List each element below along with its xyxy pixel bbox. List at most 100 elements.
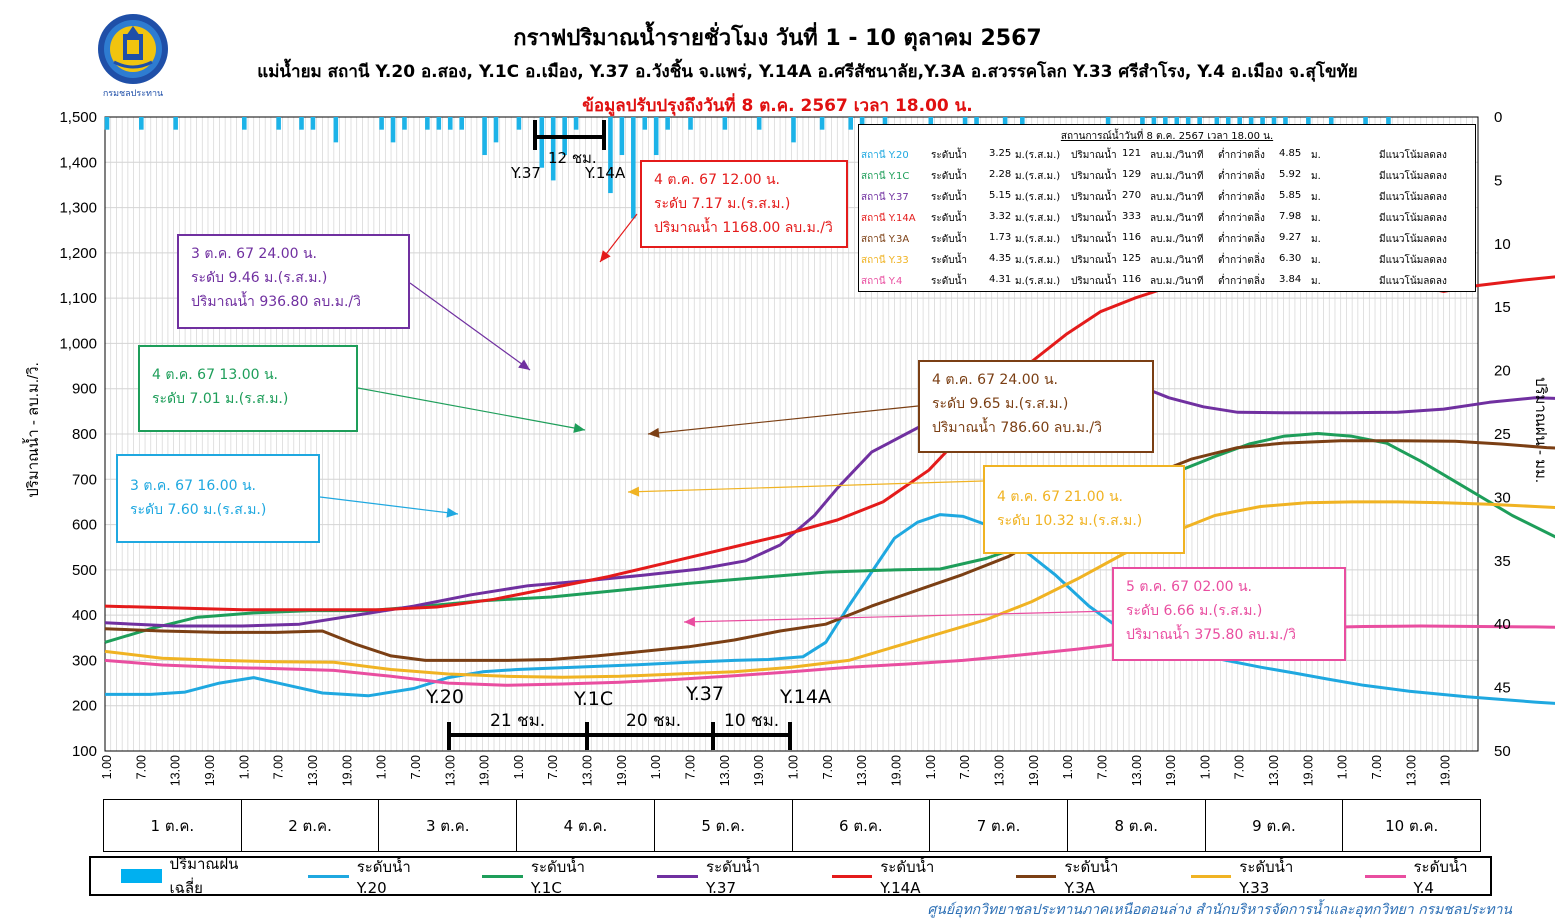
travel-time-markers (447, 120, 792, 750)
legend-line-swatch (482, 874, 523, 878)
x-tick-label: 19.00 (1301, 755, 1315, 786)
chart-title: กราฟปริมาณน้ำรายชั่วโมง วันที่ 1 - 10 ตุ… (513, 26, 1042, 51)
status-cell-station: สถานี Y.37 (861, 192, 909, 203)
x-tick-label: 1.00 (649, 755, 663, 779)
day-row: 1 ต.ค. 2 ต.ค. 3 ต.ค. 4 ต.ค. 5 ต.ค. 6 ต.ค. 7 ต.… (103, 799, 1481, 852)
status-cell-flow-unit: ลบ.ม./วินาที (1150, 234, 1204, 245)
rain-bar (242, 117, 247, 130)
day-label: 6 ต.ค. (793, 800, 931, 851)
rain-bar (882, 117, 888, 130)
annotation-line: 5 ต.ค. 67 02.00 น. (1126, 579, 1252, 595)
legend-line-swatch (308, 874, 349, 878)
logo-caption: กรมชลประทาน (102, 89, 164, 99)
x-tick-label: 1.00 (1061, 755, 1075, 779)
status-cell-level: 4.35 (989, 253, 1012, 264)
status-row: สถานี Y.14A ระดับน้ำ 3.32 ม.(ร.ส.ม.) ปริมาณน… (859, 211, 1475, 232)
status-table: สถานการณ์น้ำวันที่ 8 ต.ค. 2567 เวลา 18.0… (858, 124, 1476, 292)
annotation-line: ระดับ 7.01 ม.(ร.ส.ม.) (152, 391, 289, 407)
y2-tick-label: 20 (1494, 363, 1511, 380)
annotation-arrows (319, 213, 1113, 627)
day-label: 5 ต.ค. (655, 800, 793, 851)
legend-item: ระดับน้ำ Y.1C (482, 855, 617, 897)
annotation-y20: 3 ต.ค. 67 16.00 น. ระดับ 7.60 ม.(ร.ส.ม.) (116, 454, 320, 543)
status-cell-trend: มีแนวโน้มลดลง (1379, 171, 1447, 182)
y-tick-label: 900 (72, 381, 97, 398)
annotation-arrow-line (647, 405, 919, 435)
legend-line-swatch (1190, 874, 1232, 878)
legend-line-swatch (831, 874, 873, 878)
status-cell-level-unit: ม.(ร.ส.ม.) (1015, 192, 1061, 203)
rain-bar (756, 117, 762, 130)
annotation-y37: 3 ต.ค. 67 24.00 น. ระดับ 9.46 ม.(ร.ส.ม.)… (177, 234, 410, 329)
status-cell-level-unit: ม.(ร.ส.ม.) (1015, 150, 1061, 161)
series-line (104, 500, 1555, 679)
rid-logo: กรมชลประทาน (96, 12, 170, 100)
status-cell-flow: 116 (1122, 232, 1142, 243)
legend-label: ระดับน้ำ Y.3A (1064, 858, 1119, 897)
x-tick-label: 1.00 (237, 755, 251, 779)
legend-label: ระดับน้ำ Y.4 (1413, 858, 1468, 897)
status-row: สถานี Y.33 ระดับน้ำ 4.35 ม.(ร.ส.ม.) ปริมาณน้… (859, 253, 1475, 274)
x-tick-label: 13.00 (1267, 755, 1281, 786)
rain-bar (333, 117, 339, 143)
annotation-line: ระดับ 6.66 ม.(ร.ส.ม.) (1126, 603, 1263, 619)
status-cell-flow-label: ปริมาณน้ำ (1071, 255, 1117, 266)
y-axis-label: ปริมาณน้ำ - ลบ.ม./วิ. (22, 362, 42, 498)
rain-bar (1002, 117, 1008, 130)
legend-item: ระดับน้ำ Y.14A (831, 855, 976, 897)
legend: ปริมาณฝนเฉลี่ย ระดับน้ำ Y.20 ระดับน้ำ Y.1C… (89, 855, 1492, 897)
rain-bar (665, 117, 670, 130)
rain-bar (573, 117, 579, 130)
legend-item: ปริมาณฝนเฉลี่ย (121, 852, 268, 900)
status-row: สถานี Y.37 ระดับน้ำ 5.15 ม.(ร.ส.ม.) ปริมาณน้… (859, 190, 1475, 211)
x-tick-label: 13.00 (169, 755, 183, 786)
legend-line-swatch (1015, 874, 1057, 878)
annotation-line: ปริมาณน้ำ 375.80 ลบ.ม./วิ (1126, 627, 1296, 643)
annotation-arrow-line (409, 282, 531, 371)
rain-bar (550, 117, 556, 181)
status-cell-bank: 6.30 (1279, 253, 1302, 264)
status-cell-bank-unit: ม. (1311, 234, 1321, 245)
status-cell-level: 3.25 (989, 148, 1012, 159)
y-tick-label: 700 (72, 471, 97, 488)
status-cell-level-unit: ม.(ร.ส.ม.) (1015, 171, 1061, 182)
status-cell-bank-unit: ม. (1311, 276, 1321, 287)
status-cell-trend: มีแนวโน้มลดลง (1379, 276, 1447, 287)
status-cell-trend: มีแนวโน้มลดลง (1379, 213, 1447, 224)
y2-tick-label: 10 (1494, 236, 1511, 253)
x-tick-label: 13.00 (443, 755, 457, 786)
annotation-line: ปริมาณน้ำ 786.60 ลบ.ม./วิ (932, 420, 1102, 436)
x-tick-label: 13.00 (581, 755, 595, 786)
annotation-line: 4 ต.ค. 67 12.00 น. (654, 172, 780, 188)
rain-bar (1328, 117, 1334, 130)
y-axis-ticks: 100 200 300 400 500 600 700 800 900 1,000 1,100 1,2… (59, 109, 97, 760)
status-cell-flow: 270 (1122, 190, 1142, 201)
travel-hours-2: 20 ชม. (626, 711, 682, 731)
y2-tick-label: 30 (1494, 489, 1511, 506)
x-tick-label: 1.00 (100, 755, 114, 779)
annotation-y1c: 4 ต.ค. 67 13.00 น. ระดับ 7.01 ม.(ร.ส.ม.) (138, 345, 358, 432)
annotation-line: 3 ต.ค. 67 16.00 น. (130, 478, 256, 494)
status-cell-bank-label: ต่ำกว่าตลิ่ง (1218, 213, 1265, 224)
rain-bar (390, 117, 396, 143)
x-tick-label: 19.00 (615, 755, 629, 786)
status-table-title: สถานการณ์น้ำวันที่ 8 ต.ค. 2567 เวลา 18.0… (1060, 131, 1274, 142)
x-tick-label: 7.00 (684, 755, 698, 779)
status-cell-level-label: ระดับน้ำ (931, 255, 968, 266)
annotation-arrow-head (446, 507, 458, 518)
status-cell-bank-label: ต่ำกว่าตลิ่ง (1218, 150, 1265, 161)
series-line (104, 370, 1555, 628)
travel-top-left-station: Y.37 (511, 164, 541, 182)
status-cell-level-unit: ม.(ร.ส.ม.) (1015, 255, 1061, 266)
status-cell-level: 3.32 (989, 211, 1012, 222)
status-cell-bank-label: ต่ำกว่าตลิ่ง (1218, 192, 1265, 203)
x-tick-label: 19.00 (340, 755, 354, 786)
status-cell-level-label: ระดับน้ำ (931, 150, 968, 161)
station-y37-label: Y.37 (686, 683, 724, 705)
y2-axis-ticks: 0 5 10 15 20 25 30 35 40 45 50 (1494, 109, 1511, 760)
status-cell-flow: 116 (1122, 274, 1142, 285)
rain-bar (173, 117, 178, 130)
annotation-y3a: 4 ต.ค. 67 24.00 น. ระดับ 9.65 ม.(ร.ส.ม.)… (918, 360, 1154, 453)
annotation-arrow-head (648, 427, 660, 438)
x-tick-label: 7.00 (1095, 755, 1109, 779)
